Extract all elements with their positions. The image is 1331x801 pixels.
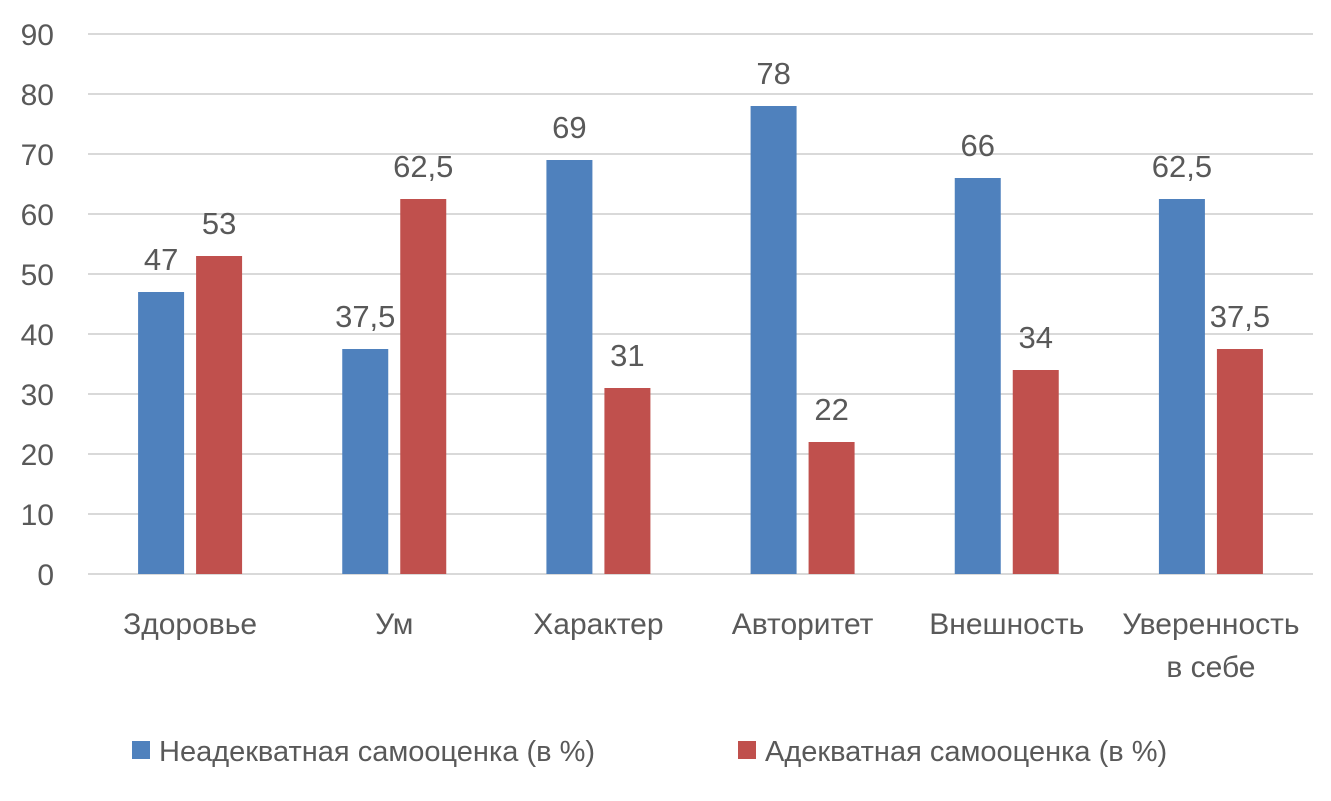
gridlines [88, 33, 1313, 575]
bars [138, 106, 1263, 574]
y-tick-label: 20 [21, 439, 54, 472]
data-label: 22 [814, 392, 848, 427]
x-tick-label: Уверенность [1122, 608, 1299, 641]
x-tick-label: в себе [1166, 651, 1255, 684]
legend-swatch [132, 741, 150, 759]
data-label: 37,5 [335, 299, 395, 334]
y-tick-label: 10 [21, 499, 54, 532]
bar-inadequate [138, 292, 185, 574]
y-tick-label: 60 [21, 199, 54, 232]
bar-adequate [196, 256, 243, 574]
y-tick-label: 90 [21, 19, 54, 52]
y-axis-ticks: 0 10 20 30 40 50 60 70 80 90 [21, 19, 54, 592]
data-label: 62,5 [393, 149, 453, 184]
data-label: 53 [202, 206, 236, 241]
data-label: 31 [610, 338, 644, 373]
data-label: 34 [1019, 320, 1053, 355]
bar-adequate [1216, 349, 1263, 574]
bar-adequate [1012, 370, 1059, 574]
data-label: 37,5 [1210, 299, 1270, 334]
bar-inadequate [342, 349, 389, 574]
bar-adequate [604, 388, 651, 574]
data-label: 78 [756, 56, 790, 91]
data-label: 62,5 [1152, 149, 1212, 184]
x-tick-label: Характер [533, 608, 663, 641]
y-tick-label: 50 [21, 259, 54, 292]
y-tick-label: 40 [21, 319, 54, 352]
y-tick-label: 30 [21, 379, 54, 412]
bar-inadequate [1158, 199, 1205, 574]
legend-label: Неадекватная самооценка (в %) [159, 736, 595, 768]
legend-swatch [738, 741, 756, 759]
data-labels: 47 53 37,5 62,5 69 31 78 22 66 34 62,5 37,5 [144, 56, 1270, 427]
bar-inadequate [954, 178, 1001, 574]
bar-adequate [808, 442, 855, 574]
data-label: 69 [552, 110, 586, 145]
data-label: 47 [144, 242, 178, 277]
bar-inadequate [546, 160, 593, 574]
y-tick-label: 0 [37, 559, 54, 592]
bar-adequate [400, 199, 447, 574]
x-tick-label: Авторитет [732, 608, 874, 641]
legend-label: Адекватная самооценка (в %) [765, 736, 1167, 768]
x-tick-label: Ум [375, 608, 413, 641]
x-tick-label: Здоровье [123, 608, 257, 641]
x-tick-label: Внешность [929, 608, 1084, 641]
x-axis-labels: Здоровье Ум Характер Авторитет Внешность Увер… [123, 608, 1299, 684]
y-tick-label: 70 [21, 139, 54, 172]
legend: Неадекватная самооценка (в %) Адекватная … [132, 736, 1167, 768]
bar-inadequate [750, 106, 797, 574]
data-label: 66 [961, 128, 995, 163]
y-tick-label: 80 [21, 79, 54, 112]
